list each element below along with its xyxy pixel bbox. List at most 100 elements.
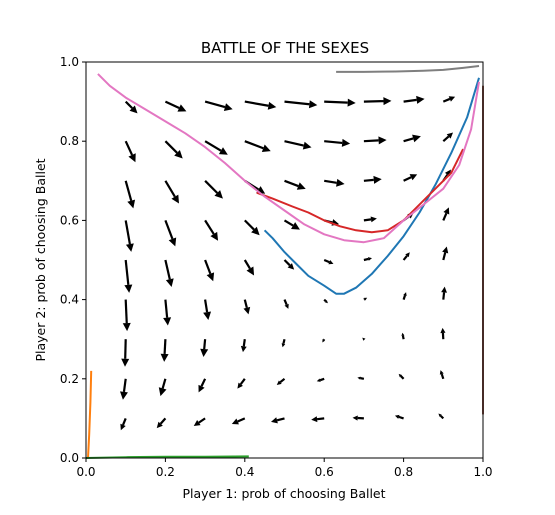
field-arrow-shaft [164,220,174,240]
field-arrow-shaft [282,338,286,344]
field-arrow-shaft [283,259,291,267]
field-arrow-shaft [244,100,269,107]
field-arrow-head [171,194,179,204]
field-arrow-head [373,175,382,184]
x-tick-label: 0.8 [394,465,413,479]
field-arrow-head [416,95,425,104]
field-arrow-head [203,311,212,320]
field-arrow-shaft [324,100,348,104]
field-arrow-shaft [244,219,255,231]
field-arrow-head [398,373,402,378]
field-arrow-shaft [237,417,246,423]
field-arrow-shaft [163,339,167,354]
field-arrow-head [200,348,209,358]
field-arrow-shaft [124,220,131,245]
field-arrow-head [367,257,373,261]
trajectory-line [256,148,464,234]
field-arrow-shaft [442,135,450,143]
field-arrow-head [284,303,289,309]
field-arrow-head [443,207,450,215]
field-arrow-shaft [279,377,286,384]
field-arrow-head [357,376,361,380]
field-arrow-head [276,380,282,385]
field-arrow-shaft [284,179,299,188]
field-arrow-head [121,358,130,367]
field-arrow-head [193,420,201,427]
field-arrow-head [174,150,183,159]
field-arrow-head [270,417,278,424]
field-arrow-shaft [159,417,167,425]
field-arrow-head [246,266,255,276]
field-arrow-shaft [360,377,365,380]
field-arrow-shaft [284,100,310,106]
field-arrow-head [347,98,356,107]
field-arrow-head [442,246,449,254]
field-arrow-head [341,138,351,147]
field-arrow-head [243,306,251,315]
field-arrow-head [308,100,318,109]
field-arrow-head [403,292,407,297]
field-arrow-head [409,174,418,181]
field-arrow-shaft [316,417,325,421]
chart-title: BATTLE OF THE SEXES [201,39,369,57]
field-arrow-shaft [164,180,176,198]
field-arrow-shaft [324,179,337,184]
field-arrow-head [363,297,368,301]
field-arrow-shaft [124,259,130,285]
trajectory-line [263,77,480,295]
field-arrow-head [261,144,271,152]
field-arrow-head [362,337,366,341]
field-arrow-head [281,343,286,348]
y-axis-ticks: 0.0 0.2 0.4 0.6 0.8 1.0 [60,55,86,465]
field-arrow-shaft [319,377,325,382]
field-arrow-head [251,226,260,236]
field-arrow-head [378,136,387,145]
field-arrow-shaft [164,140,178,154]
y-tick-label: 0.6 [60,213,79,227]
field-arrow-head [405,252,410,258]
field-arrow-shaft [243,259,251,270]
field-arrow-shaft [401,335,405,340]
field-arrow-shaft [403,98,417,103]
field-arrow-shaft [403,137,414,143]
x-axis-label: Player 1: prob of choosing Ballet [182,486,385,501]
trajectory-line [97,73,480,244]
field-arrow-head [128,153,136,163]
field-arrow-head [352,415,358,421]
y-tick-label: 0.8 [60,134,79,148]
field-arrow-head [129,105,138,114]
field-arrow-shaft [124,299,128,324]
y-tick-label: 0.0 [60,451,79,465]
field-arrow-shaft [283,299,288,306]
field-arrow-head [214,190,223,199]
field-arrow-shaft [198,417,206,424]
field-arrow-shaft [363,257,369,262]
field-arrow-shaft [442,212,448,221]
x-tick-label: 0.2 [156,465,175,479]
field-arrow-shaft [204,299,209,313]
field-arrow-head [316,378,321,382]
field-arrow-shaft [164,299,169,318]
y-axis-label: Player 2: prob of choosing Ballet [33,158,48,361]
field-arrow-head [156,421,163,429]
field-arrow-shaft [398,415,404,420]
field-arrow-head [296,182,306,190]
field-arrow-head [206,272,215,282]
field-arrow-shaft [200,378,207,387]
field-arrow-head [120,423,126,431]
field-arrow-head [322,339,326,343]
field-arrow-head [336,178,345,187]
field-arrow-head [122,322,131,332]
quiver-field [120,95,456,431]
field-arrow-head [267,101,277,110]
y-tick-label: 0.4 [60,293,79,307]
field-arrow-head [441,286,447,293]
trajectory-line [87,370,93,459]
field-arrow-shaft [323,298,327,302]
field-arrow-shaft [124,180,133,201]
field-arrow-shaft [403,176,412,182]
field-arrow-head [127,199,136,209]
field-arrow-head [120,391,128,400]
field-arrow-shaft [243,299,248,309]
